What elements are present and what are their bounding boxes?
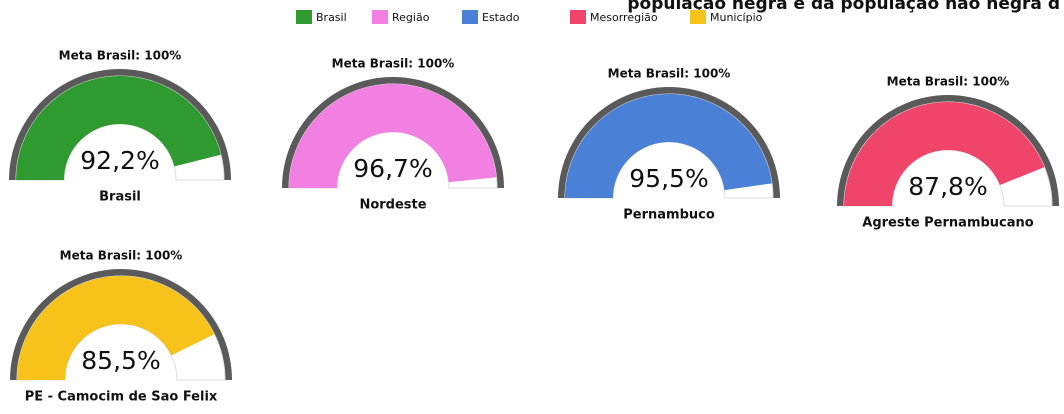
legend-swatch bbox=[690, 10, 706, 24]
gauge-annotation: Meta Brasil: 100% bbox=[887, 75, 1010, 89]
gauge-fill bbox=[16, 75, 221, 180]
legend-swatch bbox=[372, 10, 388, 24]
gauge-value: 96,7% bbox=[353, 154, 432, 183]
gauge-label: Agreste Pernambucano bbox=[862, 216, 1034, 231]
gauge-value: 95,5% bbox=[629, 164, 708, 193]
legend-swatch bbox=[462, 10, 478, 24]
gauge-value: 87,8% bbox=[908, 172, 987, 201]
gauge-annotation: Meta Brasil: 100% bbox=[60, 249, 183, 263]
gauge-annotation: Meta Brasil: 100% bbox=[608, 67, 731, 81]
gauge-fill bbox=[17, 276, 215, 380]
chart-title: população negra e da população não negra… bbox=[627, 0, 1060, 14]
gauge-label: Brasil bbox=[99, 190, 141, 205]
legend-label: Estado bbox=[482, 11, 520, 24]
gauge-fill bbox=[289, 84, 497, 188]
legend-label: Brasil bbox=[316, 11, 347, 24]
gauge-fill bbox=[844, 101, 1045, 206]
legend-label: Região bbox=[392, 11, 430, 24]
legend-label: Município bbox=[710, 11, 763, 24]
gauge-value: 85,5% bbox=[81, 346, 160, 375]
legend-swatch bbox=[296, 10, 312, 24]
gauge-value: 92,2% bbox=[80, 146, 159, 175]
gauge-label: Pernambuco bbox=[623, 208, 715, 223]
legend-label: Mesorregião bbox=[590, 11, 658, 24]
gauge-label: PE - Camocim de Sao Felix bbox=[25, 390, 218, 405]
gauge-fill bbox=[565, 94, 772, 198]
legend-swatch bbox=[570, 10, 586, 24]
gauge-label: Nordeste bbox=[359, 198, 426, 213]
gauge-annotation: Meta Brasil: 100% bbox=[59, 49, 182, 63]
gauge-annotation: Meta Brasil: 100% bbox=[332, 57, 455, 71]
